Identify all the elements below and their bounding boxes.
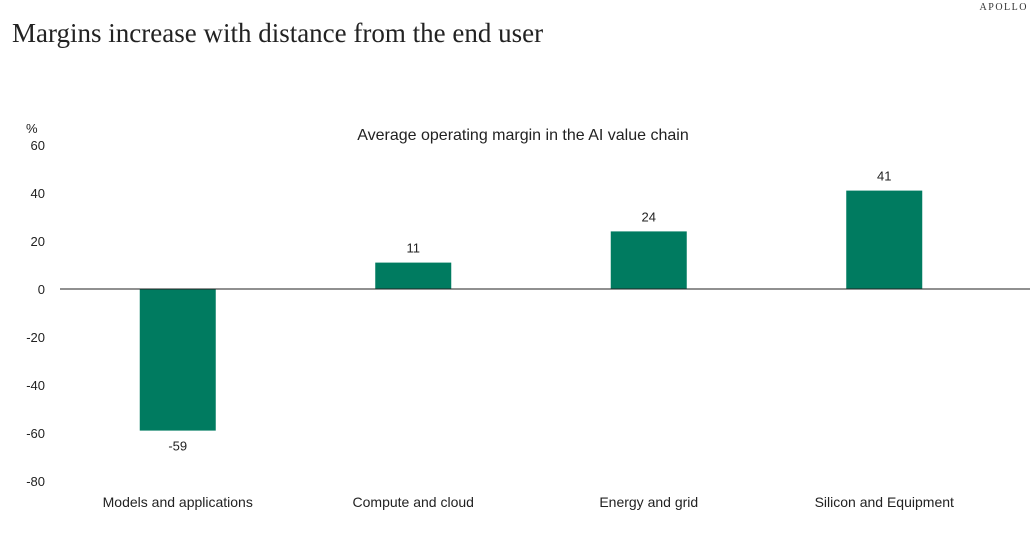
y-tick-label: 20 [31, 234, 45, 249]
bar [610, 231, 687, 289]
x-tick-label: Energy and grid [599, 494, 698, 510]
y-tick-label: -80 [26, 474, 45, 489]
x-tick-label: Models and applications [103, 494, 253, 510]
page-title: Margins increase with distance from the … [12, 18, 544, 48]
y-tick-label: 0 [38, 282, 45, 297]
y-tick-label: -20 [26, 330, 45, 345]
bar [375, 262, 452, 289]
data-label: -59 [168, 439, 187, 454]
chart-title: Average operating margin in the AI value… [357, 127, 688, 144]
data-labels: -59 11 24 41 [168, 169, 891, 454]
data-label: 41 [877, 169, 891, 184]
x-tick-label: Silicon and Equipment [815, 494, 954, 510]
y-axis: 60 40 20 0 -20 -40 -60 -80 [26, 138, 45, 489]
bar-series [139, 190, 923, 431]
x-tick-label: Compute and cloud [353, 494, 474, 510]
bar [139, 289, 216, 431]
data-label: 11 [407, 241, 421, 256]
x-axis: Models and applications Compute and cloud… [103, 494, 954, 510]
brand-logo: APOLLO [979, 2, 1028, 13]
y-tick-label: 60 [31, 138, 45, 153]
data-label: 24 [642, 209, 656, 224]
y-tick-label: -40 [26, 378, 45, 393]
y-axis-unit-label: % [26, 121, 38, 136]
y-tick-label: -60 [26, 426, 45, 441]
bar [846, 190, 923, 289]
y-tick-label: 40 [31, 186, 45, 201]
